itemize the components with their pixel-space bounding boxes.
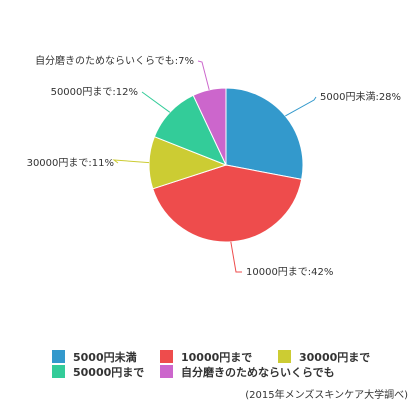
legend-label-up-to-50000: 50000円まで bbox=[73, 365, 145, 379]
callout-line-unlimited bbox=[197, 60, 210, 90]
pie-slice-under-5000[interactable] bbox=[225, 87, 304, 181]
legend-swatch-up-to-30000 bbox=[278, 350, 291, 363]
callout-label-up-to-10000: 10000円まで:42% bbox=[246, 266, 333, 278]
legend-label-up-to-30000: 30000円まで bbox=[299, 350, 371, 364]
pie-slice-unlimited[interactable] bbox=[192, 87, 227, 166]
legend-item-unlimited[interactable]: 自分磨きのためならいくらでも bbox=[160, 364, 335, 380]
callout-label-up-to-30000: 30000円まで:11% bbox=[27, 157, 114, 169]
callout-label-unlimited: 自分磨きのためならいくらでも:7% bbox=[35, 54, 194, 67]
callout-line-up-to-10000 bbox=[230, 241, 242, 273]
callout-label-up-to-50000: 50000円まで:12% bbox=[51, 86, 138, 98]
legend-label-unlimited: 自分磨きのためならいくらでも bbox=[181, 365, 335, 379]
legend-row: 5000円未満 10000円まで 30000円まで bbox=[52, 349, 412, 364]
legend-swatch-under-5000 bbox=[52, 350, 65, 363]
source-note: (2015年メンズスキンケア大学調べ) bbox=[245, 390, 408, 401]
legend-row: 50000円まで 自分磨きのためならいくらでも bbox=[52, 364, 412, 379]
legend-swatch-unlimited bbox=[160, 365, 173, 378]
legend-item-under-5000[interactable]: 5000円未満 bbox=[52, 349, 160, 365]
legend-item-up-to-10000[interactable]: 10000円まで bbox=[160, 349, 278, 365]
legend-label-up-to-10000: 10000円まで bbox=[181, 350, 253, 364]
legend-swatch-up-to-10000 bbox=[160, 350, 173, 363]
callout-line-up-to-50000 bbox=[141, 91, 171, 113]
callout-line-under-5000 bbox=[285, 96, 317, 117]
legend-swatch-up-to-50000 bbox=[52, 365, 65, 378]
callout-line-up-to-30000 bbox=[112, 159, 150, 164]
chart-legend: 5000円未満 10000円まで 30000円まで 50000円まで 自分磨きの… bbox=[52, 349, 412, 379]
legend-item-up-to-50000[interactable]: 50000円まで bbox=[52, 364, 160, 380]
pie-slice-up-to-10000[interactable] bbox=[152, 164, 303, 243]
legend-item-up-to-30000[interactable]: 30000円まで bbox=[278, 349, 388, 365]
legend-label-under-5000: 5000円未満 bbox=[73, 350, 137, 364]
callout-label-under-5000: 5000円未満:28% bbox=[320, 91, 401, 103]
